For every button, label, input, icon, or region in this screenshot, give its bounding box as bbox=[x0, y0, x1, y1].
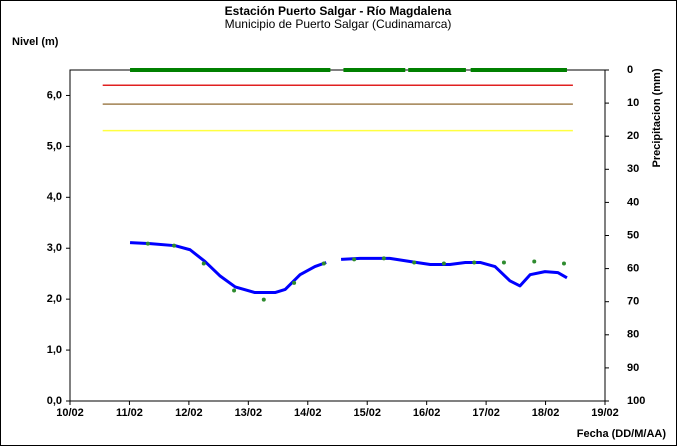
y2-tick-label: 60 bbox=[627, 263, 639, 275]
x-tick-label: 13/02 bbox=[235, 407, 263, 419]
y2-axis-label: Precipitacion (mm) bbox=[651, 68, 663, 167]
x-tick-label: 14/02 bbox=[294, 407, 322, 419]
y2-tick-label: 90 bbox=[627, 362, 639, 374]
y2-tick-label: 100 bbox=[627, 395, 645, 407]
observation-point bbox=[145, 241, 150, 246]
observation-point bbox=[532, 259, 537, 264]
chart-title: Estación Puerto Salgar - Río Magdalena bbox=[225, 4, 452, 18]
y-tick-label: 6,0 bbox=[47, 89, 62, 101]
y2-tick-label: 30 bbox=[627, 163, 639, 175]
observation-point bbox=[561, 261, 566, 266]
observation-point bbox=[352, 257, 357, 262]
x-tick-label: 15/02 bbox=[353, 407, 381, 419]
x-tick-label: 18/02 bbox=[532, 407, 560, 419]
x-tick-label: 11/02 bbox=[116, 407, 143, 419]
y-tick-label: 4,0 bbox=[47, 191, 62, 203]
observation-point bbox=[412, 260, 417, 265]
y2-tick-label: 0 bbox=[627, 64, 633, 76]
y2-tick-label: 70 bbox=[627, 296, 639, 308]
observation-point bbox=[232, 288, 237, 293]
x-tick-label: 17/02 bbox=[472, 407, 500, 419]
y2-tick-label: 40 bbox=[627, 196, 639, 208]
observation-point bbox=[501, 260, 506, 265]
x-tick-label: 16/02 bbox=[413, 407, 441, 419]
y-tick-label: 1,0 bbox=[47, 344, 62, 356]
observation-point bbox=[381, 256, 386, 261]
y-tick-label: 5,0 bbox=[47, 140, 62, 152]
observation-point bbox=[292, 280, 297, 285]
observation-point bbox=[321, 261, 326, 266]
x-tick-label: 19/02 bbox=[591, 407, 619, 419]
y2-tick-label: 20 bbox=[627, 130, 639, 142]
x-axis-label: Fecha (DD/M/AA) bbox=[577, 428, 667, 440]
observation-point bbox=[261, 297, 266, 302]
x-tick-label: 12/02 bbox=[175, 407, 203, 419]
y-axis-label: Nivel (m) bbox=[12, 36, 59, 48]
observation-point bbox=[201, 261, 206, 266]
observation-point bbox=[441, 261, 446, 266]
chart-subtitle: Municipio de Puerto Salgar (Cudinamarca) bbox=[225, 17, 452, 31]
y-tick-label: 3,0 bbox=[47, 242, 62, 254]
y2-tick-label: 80 bbox=[627, 329, 639, 341]
y-tick-label: 0,0 bbox=[47, 395, 62, 407]
x-tick-label: 10/02 bbox=[56, 407, 84, 419]
y2-tick-label: 50 bbox=[627, 229, 639, 241]
y2-tick-label: 10 bbox=[627, 97, 639, 109]
observation-point bbox=[472, 260, 477, 265]
y-tick-label: 2,0 bbox=[47, 293, 62, 305]
observation-point bbox=[172, 243, 177, 248]
